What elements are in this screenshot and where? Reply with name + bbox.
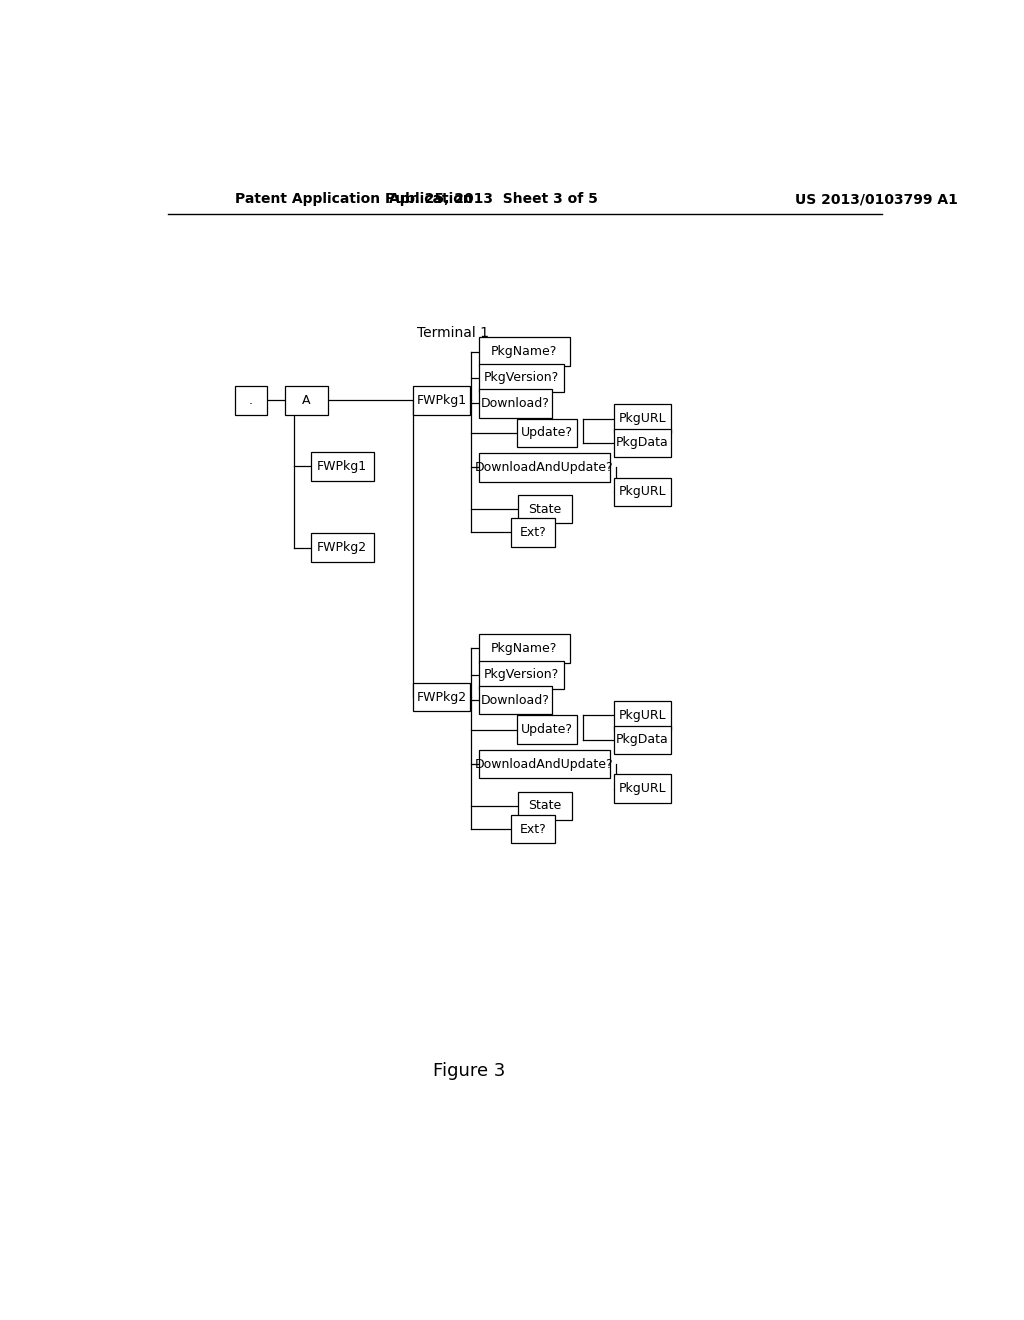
FancyBboxPatch shape <box>285 385 329 414</box>
Text: US 2013/0103799 A1: US 2013/0103799 A1 <box>795 191 957 206</box>
Text: Apr. 25, 2013  Sheet 3 of 5: Apr. 25, 2013 Sheet 3 of 5 <box>389 191 597 206</box>
Text: .: . <box>249 393 253 407</box>
Text: PkgName?: PkgName? <box>492 345 558 358</box>
Text: PkgURL: PkgURL <box>618 781 666 795</box>
FancyBboxPatch shape <box>310 453 374 480</box>
Text: PkgURL: PkgURL <box>618 709 666 722</box>
Text: PkgName?: PkgName? <box>492 642 558 655</box>
FancyBboxPatch shape <box>479 389 552 417</box>
Text: Terminal 1: Terminal 1 <box>418 326 489 341</box>
Text: State: State <box>528 503 561 516</box>
FancyBboxPatch shape <box>479 660 564 689</box>
Text: FWPkg1: FWPkg1 <box>317 459 368 473</box>
FancyBboxPatch shape <box>613 701 671 730</box>
Text: PkgData: PkgData <box>615 734 669 746</box>
FancyBboxPatch shape <box>479 634 570 663</box>
FancyBboxPatch shape <box>518 792 571 820</box>
Text: PkgData: PkgData <box>615 437 669 450</box>
Text: PkgURL: PkgURL <box>618 486 666 498</box>
Text: Patent Application Publication: Patent Application Publication <box>236 191 473 206</box>
Text: PkgURL: PkgURL <box>618 412 666 425</box>
FancyBboxPatch shape <box>511 814 555 843</box>
FancyBboxPatch shape <box>517 418 577 447</box>
Text: Download?: Download? <box>481 397 550 409</box>
FancyBboxPatch shape <box>613 478 671 506</box>
Text: Figure 3: Figure 3 <box>433 1063 506 1080</box>
FancyBboxPatch shape <box>479 686 552 714</box>
Text: DownloadAndUpdate?: DownloadAndUpdate? <box>475 461 613 474</box>
Text: FWPkg2: FWPkg2 <box>317 541 368 554</box>
Text: Update?: Update? <box>521 723 573 737</box>
FancyBboxPatch shape <box>479 453 609 482</box>
Text: DownloadAndUpdate?: DownloadAndUpdate? <box>475 758 613 771</box>
FancyBboxPatch shape <box>413 682 470 711</box>
FancyBboxPatch shape <box>511 519 555 546</box>
FancyBboxPatch shape <box>517 715 577 744</box>
Text: FWPkg1: FWPkg1 <box>417 393 467 407</box>
Text: A: A <box>302 393 311 407</box>
FancyBboxPatch shape <box>479 364 564 392</box>
Text: Download?: Download? <box>481 693 550 706</box>
Text: Ext?: Ext? <box>519 822 546 836</box>
FancyBboxPatch shape <box>613 404 671 433</box>
Text: State: State <box>528 800 561 812</box>
FancyBboxPatch shape <box>236 385 267 414</box>
FancyBboxPatch shape <box>310 533 374 562</box>
FancyBboxPatch shape <box>613 775 671 803</box>
FancyBboxPatch shape <box>479 750 609 779</box>
Text: Update?: Update? <box>521 426 573 440</box>
FancyBboxPatch shape <box>613 429 671 457</box>
Text: FWPkg2: FWPkg2 <box>417 690 467 704</box>
FancyBboxPatch shape <box>479 338 570 366</box>
FancyBboxPatch shape <box>413 385 470 414</box>
Text: PkgVersion?: PkgVersion? <box>484 371 559 384</box>
FancyBboxPatch shape <box>613 726 671 754</box>
Text: PkgVersion?: PkgVersion? <box>484 668 559 681</box>
Text: Ext?: Ext? <box>519 525 546 539</box>
FancyBboxPatch shape <box>518 495 571 523</box>
